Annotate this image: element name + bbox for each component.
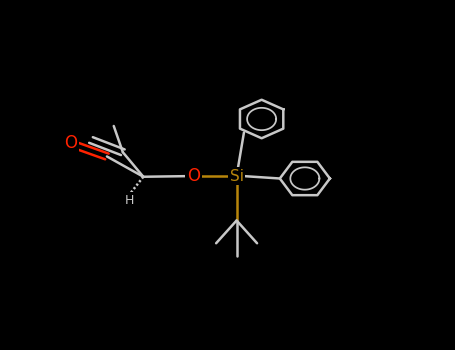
Text: O: O [187,167,200,185]
Text: H: H [125,194,134,207]
Text: O: O [64,134,77,153]
Text: Si: Si [230,169,243,183]
